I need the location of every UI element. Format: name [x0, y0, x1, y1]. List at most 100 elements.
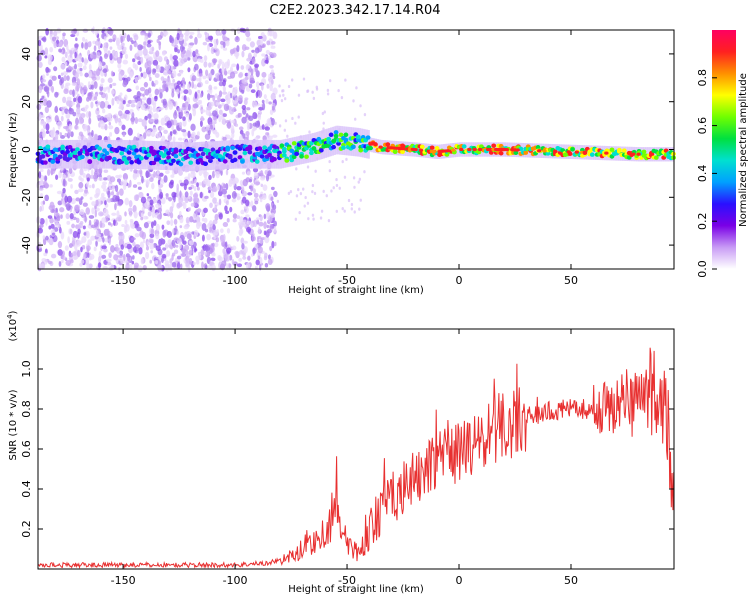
noise-mark [53, 41, 57, 49]
noise-mark [169, 263, 173, 272]
noise-mark [41, 78, 47, 83]
noise-mark [234, 97, 240, 102]
noise-mark [204, 80, 209, 85]
noise-mark [194, 91, 198, 99]
noise-mark [271, 40, 276, 45]
noise-mark [228, 179, 233, 187]
noise-mark [48, 237, 54, 246]
noise-mark [218, 73, 224, 82]
noise-mark [194, 36, 198, 45]
band-halo [654, 147, 657, 162]
noise-mark [304, 195, 307, 200]
noise-mark [91, 169, 94, 176]
noise-mark [151, 127, 158, 133]
noise-mark [144, 73, 148, 77]
noise-mark [133, 211, 138, 219]
noise-mark [214, 93, 218, 99]
noise-mark [158, 107, 164, 111]
noise-mark [205, 69, 209, 77]
noise-mark [204, 265, 208, 269]
noise-mark [326, 88, 330, 92]
band-core-mark [419, 144, 425, 150]
noise-mark [201, 234, 205, 242]
noise-mark [343, 175, 347, 179]
noise-mark [119, 188, 124, 196]
noise-mark [246, 107, 251, 111]
noise-mark [107, 87, 111, 93]
band-core-mark [291, 154, 297, 160]
band-core-mark [392, 149, 398, 155]
noise-mark [188, 42, 195, 46]
noise-mark [49, 33, 53, 40]
noise-mark [260, 32, 265, 38]
noise-mark [68, 65, 71, 70]
noise-mark [311, 190, 314, 194]
band-halo [455, 142, 458, 158]
noise-mark [140, 196, 147, 204]
noise-mark [219, 40, 225, 46]
band-halo [170, 141, 173, 171]
noise-mark [156, 132, 162, 139]
noise-mark [39, 114, 45, 119]
noise-mark [153, 170, 156, 178]
noise-mark [252, 233, 255, 237]
noise-mark [108, 121, 112, 126]
noise-mark [77, 135, 82, 140]
noise-mark [147, 40, 151, 45]
band-peak-mark [631, 152, 636, 156]
noise-mark [112, 194, 118, 203]
noise-mark [172, 78, 176, 83]
noise-mark [62, 250, 65, 257]
noise-mark [127, 183, 131, 188]
band-core-mark [338, 132, 344, 137]
colorbar-tick-label: 0.4 [696, 165, 709, 183]
noise-mark [212, 219, 218, 225]
noise-mark [188, 257, 193, 266]
noise-mark [56, 121, 63, 128]
noise-mark [173, 218, 178, 225]
band-core-mark [79, 154, 85, 160]
noise-mark [101, 217, 107, 224]
noise-mark [265, 132, 270, 136]
noise-mark [140, 32, 145, 36]
noise-mark [209, 124, 214, 130]
noise-mark [234, 36, 240, 43]
noise-mark [114, 184, 119, 193]
noise-mark [250, 89, 256, 94]
noise-mark [189, 35, 193, 39]
noise-mark [149, 206, 152, 211]
noise-mark [254, 47, 260, 54]
noise-mark [155, 245, 161, 252]
noise-mark [114, 126, 120, 135]
noise-mark [168, 181, 174, 189]
noise-mark [225, 254, 231, 262]
noise-mark [136, 181, 142, 185]
noise-mark [171, 261, 177, 268]
noise-mark [315, 85, 319, 89]
noise-mark [74, 51, 77, 59]
noise-mark [109, 232, 113, 237]
noise-mark [152, 106, 156, 113]
noise-mark [270, 69, 274, 74]
noise-mark [72, 254, 78, 260]
noise-mark [78, 117, 84, 125]
noise-mark [183, 179, 189, 186]
noise-mark [39, 205, 42, 212]
noise-mark [157, 35, 163, 40]
noise-mark [213, 242, 219, 248]
noise-mark [102, 68, 108, 74]
noise-mark [53, 219, 59, 224]
noise-mark [168, 196, 173, 202]
noise-mark [159, 91, 163, 99]
band-halo [287, 138, 290, 168]
noise-mark [82, 28, 89, 33]
noise-mark [177, 49, 180, 54]
noise-mark [167, 70, 172, 75]
noise-mark [231, 131, 235, 139]
noise-mark [236, 193, 240, 197]
top-x-tick-label: -100 [223, 274, 248, 287]
noise-mark [332, 186, 335, 190]
noise-mark [110, 191, 115, 196]
noise-mark [72, 251, 77, 256]
noise-mark [231, 191, 237, 199]
